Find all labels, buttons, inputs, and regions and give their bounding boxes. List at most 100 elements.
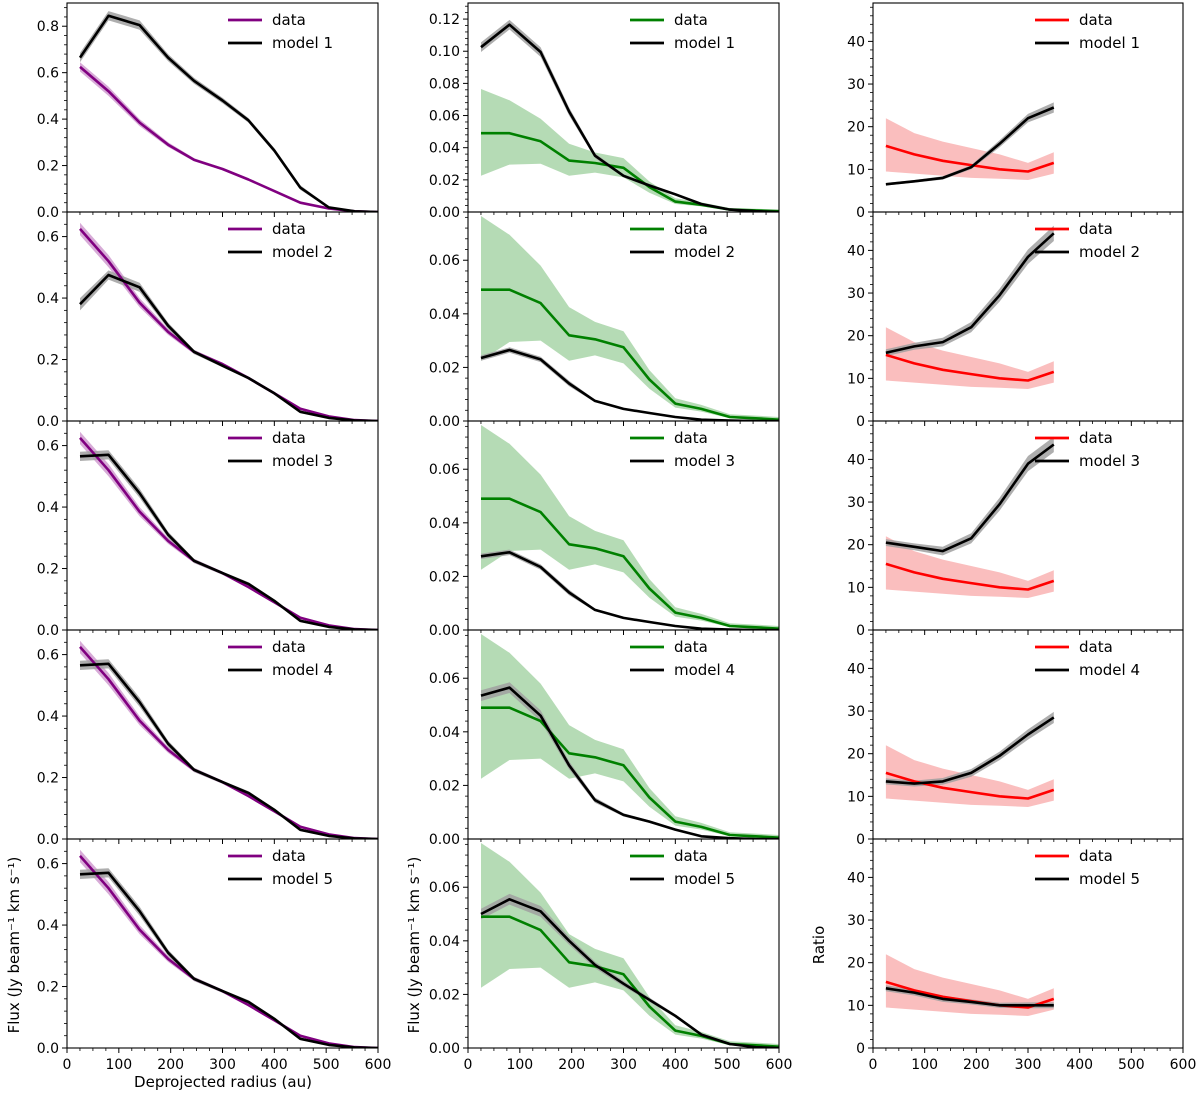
y-tick-label: 20 [847,956,865,972]
legend-label: data [272,847,306,865]
panel-r1-c3: 0 10 20 30 40 data model 1 [847,2,1184,221]
y-tick-label: 0.2 [37,980,59,996]
y-tick-label: 0.02 [429,569,460,585]
plot-area [79,849,378,1048]
y-tick-label: 10 [847,162,865,178]
model-uncertainty-band [80,868,378,1048]
y-tick-label: 0.00 [429,623,460,639]
model-line [79,273,378,421]
y-tick-label: 0.06 [429,253,460,269]
model-line [79,871,378,1048]
legend-label: data [1079,638,1113,656]
y-tick-label: 0.4 [37,918,59,934]
legend-label: data [674,220,708,238]
legend-label: data [1079,847,1113,865]
y-axis-label-flux-middle: Flux (Jy beam⁻¹ km s⁻¹) [405,857,423,1034]
legend-label: data [272,638,306,656]
model-line [480,686,779,839]
y-tick-label: 10 [847,371,865,387]
legend-label: model 2 [674,243,735,261]
panel-r2-c3: 0 10 20 30 40 data model 2 [847,211,1184,430]
y-tick-label: 0.02 [429,778,460,794]
legend-label: data [272,429,306,447]
model-line [480,23,779,212]
model-line [480,897,779,1048]
x-tick-label: 300 [1015,1057,1042,1073]
y-tick-label: 0.04 [429,934,460,950]
x-tick-label: 600 [1170,1057,1197,1073]
legend-label: data [674,429,708,447]
y-tick-label: 0.6 [37,230,59,246]
panel-r5-c2: 0.00 0.02 0.04 0.06 0 100 200 300 400 500 600 data m… [429,838,793,1073]
y-tick-label: 40 [847,870,865,886]
legend-label: model 5 [272,870,333,888]
y-tick-label: 0.04 [429,141,460,157]
y-tick-label: 0.06 [429,880,460,896]
panel-r4-c3: 0 10 20 30 40 data model 4 [847,629,1184,848]
data-line [885,353,1055,382]
plot-area [78,11,378,212]
y-tick-label: 0.2 [37,353,59,369]
legend-label: data [674,847,708,865]
y-tick-label: 0.4 [37,112,59,128]
plot-area [885,711,1055,807]
legend-label: data [1079,429,1113,447]
x-tick-label: 100 [911,1057,938,1073]
data-line [79,646,378,839]
data-line [79,65,378,212]
x-tick-label: 500 [714,1057,741,1073]
x-tick-label: 100 [105,1057,132,1073]
y-tick-label: 0.06 [429,462,460,478]
data-uncertainty-band [481,89,779,212]
data-uncertainty-band [481,425,779,630]
y-tick-label: 0.10 [429,44,460,60]
y-tick-label: 0.02 [429,360,460,376]
y-tick-label: 30 [847,913,865,929]
data-line [885,771,1055,800]
x-tick-label: 200 [157,1057,184,1073]
y-tick-label: 10 [847,580,865,596]
x-tick-label: 400 [261,1057,288,1073]
y-tick-label: 0.02 [429,987,460,1003]
plot-area [79,222,378,421]
y-tick-label: 0 [856,623,865,639]
plot-area [885,102,1055,186]
model-uncertainty-band [885,225,1054,357]
model-uncertainty-band [80,450,378,630]
y-tick-label: 20 [847,120,865,136]
y-tick-label: 0.6 [37,648,59,664]
y-tick-label: 40 [847,243,865,259]
legend-label: model 4 [674,661,735,679]
panel-r2-c2: 0.00 0.02 0.04 0.06 data model 2 [429,211,780,430]
y-tick-label: 0.02 [429,173,460,189]
y-tick-label: 0.6 [37,66,59,82]
legend-label: model 5 [1079,870,1140,888]
legend-label: model 1 [674,34,735,52]
y-tick-label: 40 [847,661,865,677]
data-uncertainty-band [885,118,1054,180]
data-line [79,228,378,421]
x-tick-label: 400 [1066,1057,1093,1073]
legend-label: model 1 [1079,34,1140,52]
y-tick-label: 0.2 [37,771,59,787]
panel-r1-c1: 0.0 0.2 0.4 0.6 0.8 data model 1 [37,2,379,221]
model-line [885,232,1055,355]
panel-r3-c1: 0.0 0.2 0.4 0.6 data model 3 [37,420,379,639]
data-uncertainty-band [481,843,779,1048]
y-tick-label: 30 [847,704,865,720]
data-uncertainty-band [885,954,1054,1016]
legend-label: model 3 [674,452,735,470]
data-line [79,437,378,630]
model-line [885,106,1055,186]
data-uncertainty-band [481,216,779,421]
y-tick-label: 0.08 [429,76,460,92]
legend-label: data [1079,220,1113,238]
x-tick-label: 600 [766,1057,793,1073]
y-tick-label: 0.04 [429,516,460,532]
panel-r1-c2: 0.00 0.02 0.04 0.06 0.08 0.10 0.12 data model 1 [429,2,780,221]
data-uncertainty-band [885,327,1054,389]
y-tick-label: 20 [847,538,865,554]
y-tick-label: 0 [856,1041,865,1057]
y-tick-label: 20 [847,329,865,345]
